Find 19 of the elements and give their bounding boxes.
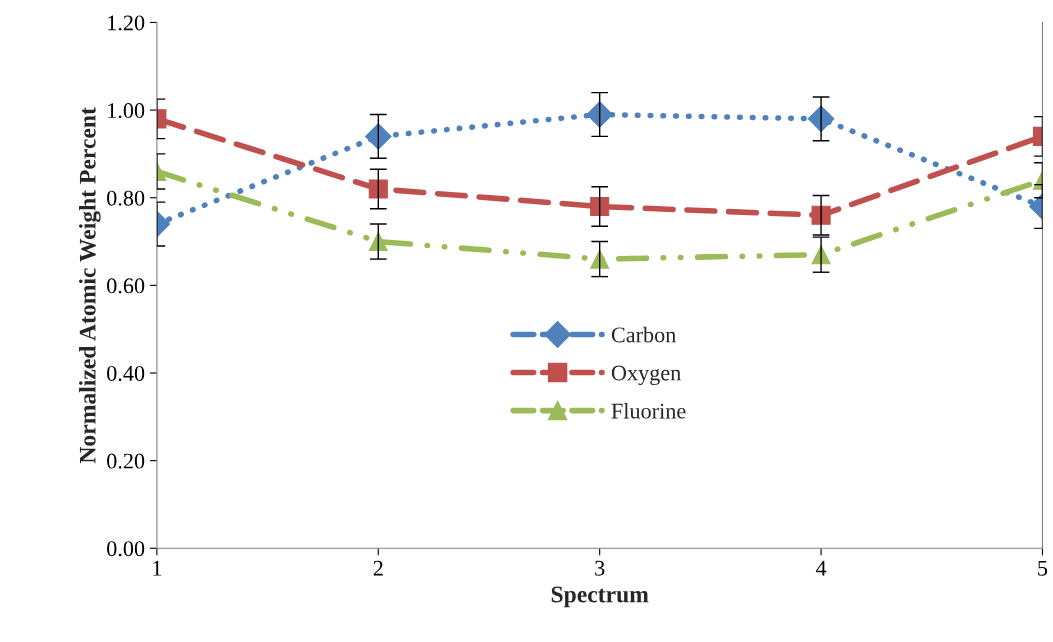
legend-label: Oxygen	[611, 365, 681, 386]
legend-label: Carbon	[611, 326, 676, 343]
x-tick-label: 1	[153, 560, 162, 576]
point	[590, 196, 610, 217]
y-tick-label: 0.80	[107, 190, 145, 206]
y-tick-label: 0.40	[107, 365, 145, 382]
point	[586, 101, 613, 128]
x-tick-label: 5	[1038, 560, 1048, 576]
x-tick-label: 2	[373, 560, 383, 576]
y-tick-label: 0.20	[107, 453, 145, 469]
x-axis-title: Spectrum	[551, 586, 649, 608]
y-tick-label: 0.00	[107, 541, 145, 557]
y-axis-title: Normalized Atomic Weight Percent	[79, 107, 101, 464]
x-tick-label: 4	[815, 560, 827, 576]
y-tick-label: 0.60	[107, 278, 145, 294]
y-tick-label: 1.00	[108, 103, 145, 119]
x-tick-label: 3	[595, 560, 605, 576]
legend-label: Fluorine	[611, 402, 686, 419]
y-tick-label: 1.20	[108, 15, 145, 31]
